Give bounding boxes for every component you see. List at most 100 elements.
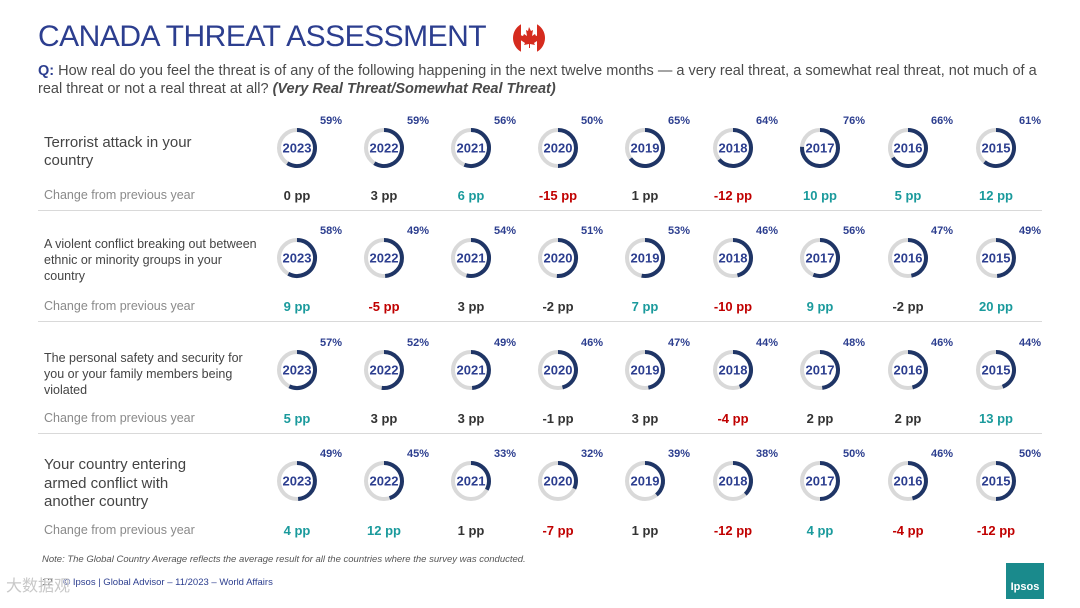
row-label-ethnic-conflict: A violent conflict breaking out between … (44, 237, 257, 283)
year-label: 2015 (982, 141, 1011, 156)
percent-label: 76% (843, 115, 865, 127)
year-label: 2015 (982, 363, 1011, 378)
change-value: -7 pp (542, 523, 573, 538)
question-note: (Very Real Threat/Somewhat Real Threat) (272, 80, 556, 97)
year-label: 2023 (283, 363, 312, 378)
change-value: -15 pp (539, 188, 577, 203)
year-label: 2019 (631, 363, 660, 378)
year-label: 2022 (370, 251, 399, 266)
percent-label: 49% (407, 225, 429, 237)
percent-label: 49% (320, 448, 342, 460)
change-label: Change from previous year (44, 188, 195, 202)
change-value: 3 pp (371, 188, 398, 203)
percent-label: 54% (494, 225, 516, 237)
donut-arc (383, 238, 404, 278)
footnote: Note: The Global Country Average reflect… (42, 554, 526, 565)
percent-label: 46% (931, 337, 953, 349)
donut-arc (287, 238, 317, 278)
percent-label: 46% (756, 225, 778, 237)
donut-arc (907, 350, 928, 390)
percent-label: 47% (931, 225, 953, 237)
change-value: -10 pp (714, 299, 752, 314)
row-label-armed-conflict: Your country entering armed conflict wit… (44, 456, 187, 510)
donut-arc (717, 128, 753, 168)
question-text: How real do you feel the threat is of an… (38, 63, 1037, 97)
donut-arc (470, 461, 491, 491)
year-label: 2019 (631, 251, 660, 266)
change-value: 2 pp (895, 411, 922, 426)
donut-arc (556, 237, 579, 278)
change-value: 12 pp (367, 523, 401, 538)
donut-arc (557, 461, 578, 490)
change-value: 20 pp (979, 299, 1013, 314)
footer: 12 © Ipsos | Global Advisor – 11/2023 – … (42, 577, 273, 588)
change-label: Change from previous year (44, 299, 195, 313)
change-value: -12 pp (714, 188, 752, 203)
year-label: 2023 (283, 141, 312, 156)
change-value: 0 pp (284, 188, 311, 203)
canada-flag-icon (513, 22, 545, 54)
donut-arc (732, 461, 753, 496)
change-value: 9 pp (807, 299, 834, 314)
change-value: -12 pp (977, 523, 1015, 538)
percent-label: 48% (843, 337, 865, 349)
donut-arc (732, 350, 753, 389)
row-separator (38, 321, 1042, 322)
change-value: 3 pp (458, 411, 485, 426)
donut-arc (557, 350, 578, 390)
percent-label: 50% (843, 448, 865, 460)
change-value: 10 pp (803, 188, 837, 203)
percent-label: 56% (494, 115, 516, 127)
donut-arc (907, 238, 928, 278)
percent-label: 45% (407, 448, 429, 460)
watermark-text: 大数据观 (6, 578, 71, 595)
donut-arc (983, 128, 1016, 168)
percent-label: 59% (407, 115, 429, 127)
year-label: 2018 (719, 474, 748, 489)
donut-arc (463, 128, 491, 168)
donut-arc (383, 461, 404, 501)
year-label: 2017 (806, 474, 835, 489)
percent-label: 66% (931, 115, 953, 127)
change-value: 4 pp (284, 523, 311, 538)
year-label: 2016 (894, 251, 923, 266)
change-value: 2 pp (807, 411, 834, 426)
change-value: -4 pp (717, 411, 748, 426)
percent-label: 56% (843, 225, 865, 237)
percent-label: 51% (581, 225, 603, 237)
row-label-terrorist-attack: Terrorist attack in your country (44, 134, 192, 169)
year-label: 2021 (457, 474, 486, 489)
year-label: 2016 (894, 363, 923, 378)
change-value: 7 pp (632, 299, 659, 314)
percent-label: 61% (1019, 115, 1041, 127)
percent-label: 33% (494, 448, 516, 460)
year-label: 2021 (457, 363, 486, 378)
change-value: 3 pp (632, 411, 659, 426)
percent-label: 50% (581, 115, 603, 127)
change-label: Change from previous year (44, 523, 195, 537)
percent-label: 58% (320, 225, 342, 237)
change-value: 3 pp (458, 299, 485, 314)
percent-label: 38% (756, 448, 778, 460)
donut-arc (296, 461, 317, 501)
row-separator (38, 210, 1042, 211)
donut-arc (288, 350, 317, 390)
year-label: 2018 (719, 251, 748, 266)
donut-arc (907, 461, 928, 501)
year-label: 2023 (283, 251, 312, 266)
percent-label: 50% (1019, 448, 1041, 460)
year-label: 2019 (631, 141, 660, 156)
year-label: 2015 (982, 474, 1011, 489)
percent-label: 52% (407, 337, 429, 349)
donut-arc (466, 238, 491, 278)
year-label: 2020 (544, 363, 573, 378)
percent-label: 53% (668, 225, 690, 237)
year-label: 2020 (544, 251, 573, 266)
year-label: 2023 (283, 474, 312, 489)
year-label: 2020 (544, 474, 573, 489)
change-value: 1 pp (632, 188, 659, 203)
donut-arc (891, 128, 928, 168)
year-label: 2018 (719, 363, 748, 378)
change-value: -1 pp (542, 411, 573, 426)
